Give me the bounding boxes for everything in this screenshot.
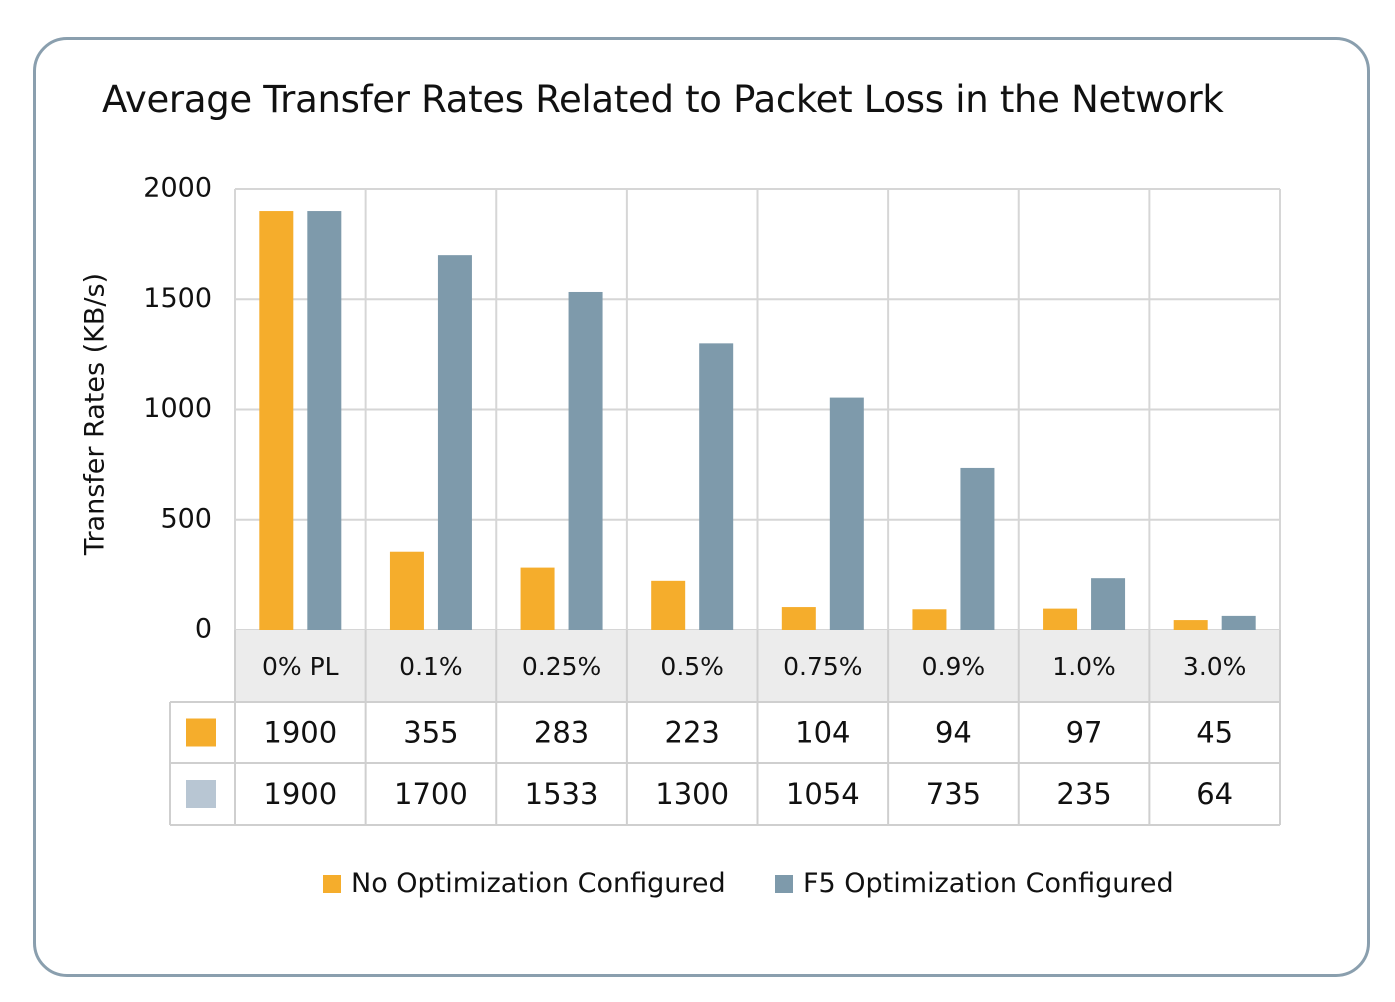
bar-no-optimization [651,580,686,630]
bar-no-optimization [520,567,555,630]
table-swatch-no-optimization [186,718,216,747]
bar-no-optimization [1043,608,1078,630]
data-label: 1700 [394,777,468,811]
legend-swatch-no-optimization [323,874,341,893]
y-tick-label: 0 [195,614,212,645]
legend-swatch-f5-optimization [775,874,793,893]
bar-no-optimization [912,609,947,630]
data-label: 1300 [655,777,729,811]
y-tick-label: 1000 [143,393,212,424]
legend-item-no-optimization: No Optimization Configured [323,868,726,899]
bar-no-optimization [389,551,424,630]
legend-label-no-optimization: No Optimization Configured [351,868,726,899]
data-label: 97 [1066,716,1103,750]
table-swatch-f5-optimization [186,780,216,808]
data-label: 94 [935,716,972,750]
bar-f5-optimization [829,397,864,630]
x-tick-label: 0.1% [399,652,463,681]
y-tick-label: 2000 [143,173,212,204]
data-label: 1900 [263,777,337,811]
x-tick-label: 0.75% [783,652,862,681]
bar-f5-optimization [699,343,734,630]
bar-no-optimization [781,607,816,630]
data-label: 45 [1196,716,1233,750]
bar-no-optimization [1173,620,1208,630]
y-tick-label: 500 [160,503,212,534]
data-label: 235 [1056,777,1111,811]
chart-title: Average Transfer Rates Related to Packet… [102,78,1224,121]
x-tick-label: 0.9% [922,652,986,681]
bar-f5-optimization [307,211,342,631]
x-tick-label: 3.0% [1183,652,1247,681]
bar-f5-optimization [568,291,603,630]
data-label: 64 [1196,777,1233,811]
data-label: 1900 [263,716,337,750]
data-label: 283 [534,716,589,750]
data-label: 735 [926,777,981,811]
x-tick-label: 0.5% [660,652,724,681]
legend-item-f5-optimization: F5 Optimization Configured [775,868,1174,899]
x-tick-label: 0.25% [522,652,601,681]
data-label: 355 [403,716,458,750]
legend-label-f5-optimization: F5 Optimization Configured [803,868,1174,899]
bar-f5-optimization [960,467,995,630]
bar-f5-optimization [437,255,472,630]
x-tick-label: 0% PL [262,652,339,681]
data-label: 223 [665,716,720,750]
data-label: 1054 [786,777,860,811]
bar-f5-optimization [1221,615,1256,630]
data-label: 104 [795,716,850,750]
bar-f5-optimization [1091,578,1126,630]
y-tick-label: 1500 [143,283,212,314]
x-tick-label: 1.0% [1052,652,1116,681]
legend: No Optimization Configured F5 Optimizati… [0,868,1395,908]
data-label: 1533 [525,777,599,811]
bar-no-optimization [259,211,294,631]
